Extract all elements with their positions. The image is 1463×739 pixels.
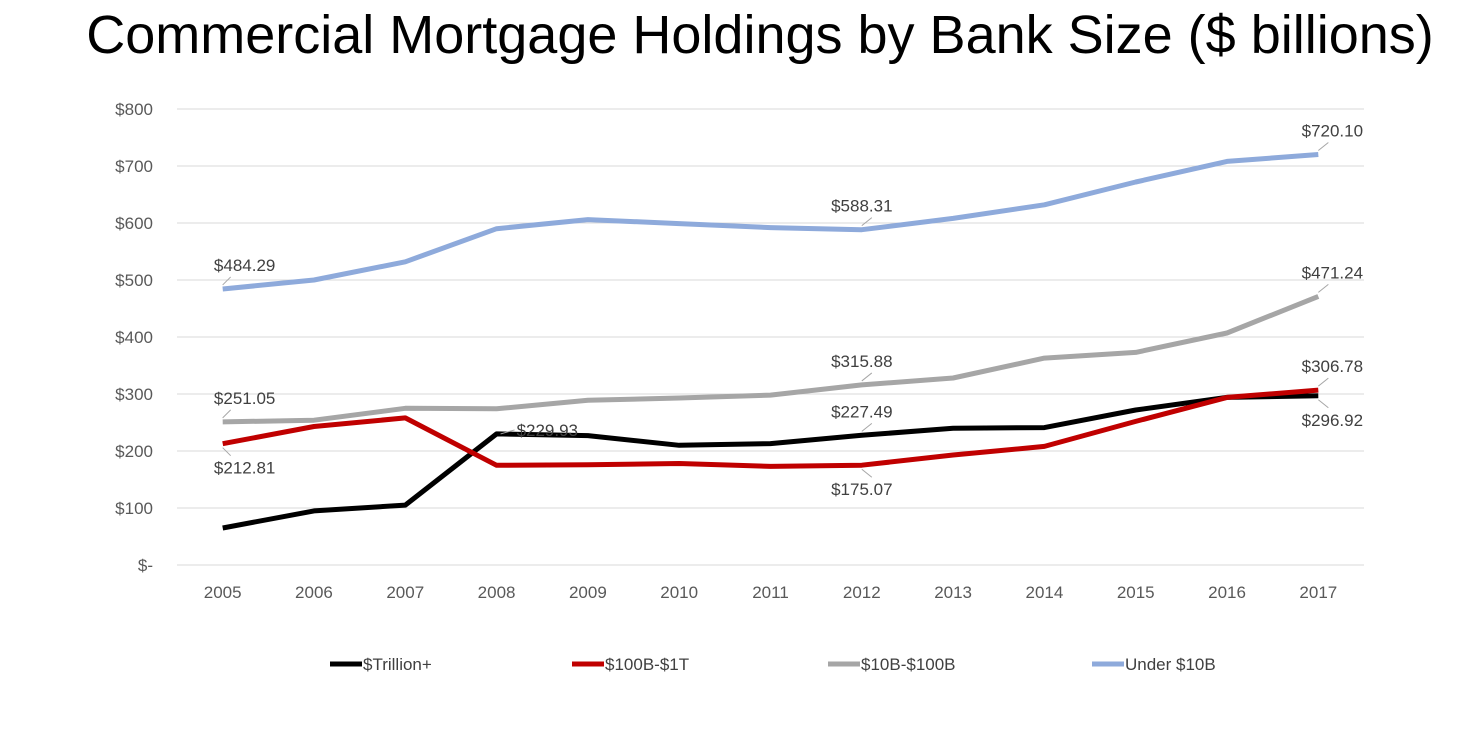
data-label-leader — [861, 422, 873, 432]
data-label: $212.81 — [214, 459, 275, 478]
data-label: $296.92 — [1302, 411, 1363, 430]
data-label: $229.93 — [517, 421, 578, 440]
x-tick-label: 2013 — [934, 583, 972, 602]
legend-item-10b-100b: $10B-$100B — [828, 655, 956, 674]
x-tick-label: 2016 — [1208, 583, 1246, 602]
y-axis-tick-labels: $- $100 $200 $300 $400 $500 $600 $700 $800 — [115, 100, 153, 575]
y-tick-label: $300 — [115, 385, 153, 404]
x-tick-label: 2009 — [569, 583, 607, 602]
data-label: $227.49 — [831, 402, 892, 421]
series-line-100b-1t — [222, 387, 1319, 469]
legend-label: $Trillion+ — [363, 655, 432, 674]
gridlines — [177, 108, 1364, 566]
legend-label: Under $10B — [1125, 655, 1216, 674]
legend-item-under-10b: Under $10B — [1092, 655, 1216, 674]
y-tick-label: $100 — [115, 499, 153, 518]
x-tick-label: 2014 — [1026, 583, 1064, 602]
y-tick-label: $800 — [115, 100, 153, 119]
series-line-trillion — [222, 393, 1319, 531]
data-label-leader — [861, 372, 873, 382]
x-tick-label: 2011 — [752, 583, 789, 602]
data-label-leader — [861, 468, 873, 478]
data-label: $251.05 — [214, 389, 275, 408]
data-label: $306.78 — [1302, 357, 1363, 376]
legend-label: $100B-$1T — [605, 655, 689, 674]
x-tick-label: 2008 — [478, 583, 516, 602]
series-line-under-10b — [222, 152, 1319, 292]
data-label: $484.29 — [214, 256, 275, 275]
x-tick-label: 2006 — [295, 583, 333, 602]
legend-item-trillion: $Trillion+ — [330, 655, 432, 674]
x-tick-label: 2012 — [843, 583, 881, 602]
data-label: $175.07 — [831, 480, 892, 499]
data-label: $720.10 — [1302, 122, 1363, 141]
data-labels: $229.93 $227.49 $296.92 $212.81 $175.07 $306.… — [214, 122, 1363, 500]
series-lines — [222, 152, 1320, 531]
data-label: $471.24 — [1302, 263, 1363, 282]
x-tick-label: 2017 — [1299, 583, 1337, 602]
data-label-leader — [1318, 377, 1329, 387]
legend: $Trillion+ $100B-$1T $10B-$100B Under $10B — [330, 655, 1216, 674]
data-label-leader — [222, 276, 232, 286]
x-tick-label: 2007 — [386, 583, 424, 602]
x-tick-label: 2010 — [660, 583, 698, 602]
data-label-leader — [1318, 142, 1329, 151]
y-tick-label: $400 — [115, 328, 153, 347]
data-label: $588.31 — [831, 197, 892, 216]
y-tick-label: $700 — [115, 157, 153, 176]
y-tick-label: $- — [138, 556, 153, 575]
x-tick-label: 2015 — [1117, 583, 1155, 602]
data-label-leader — [222, 409, 232, 419]
legend-label: $10B-$100B — [861, 655, 956, 674]
x-tick-label: 2005 — [204, 583, 242, 602]
data-label-leader — [861, 217, 873, 227]
legend-item-100b-1t: $100B-$1T — [572, 655, 689, 674]
y-tick-label: $200 — [115, 442, 153, 461]
y-tick-label: $600 — [115, 214, 153, 233]
data-label-leader — [1318, 399, 1329, 409]
data-label: $315.88 — [831, 352, 892, 371]
y-tick-label: $500 — [115, 271, 153, 290]
x-axis-tick-labels: 2005 2006 2007 2008 2009 2010 2011 2012 2013 2014… — [204, 583, 1338, 602]
data-label-leader — [500, 429, 515, 435]
data-label-leader — [1318, 284, 1329, 293]
chart-title: Commercial Mortgage Holdings by Bank Siz… — [86, 5, 1434, 65]
data-label-leader — [222, 447, 232, 457]
series-line-10b-100b — [222, 294, 1320, 425]
